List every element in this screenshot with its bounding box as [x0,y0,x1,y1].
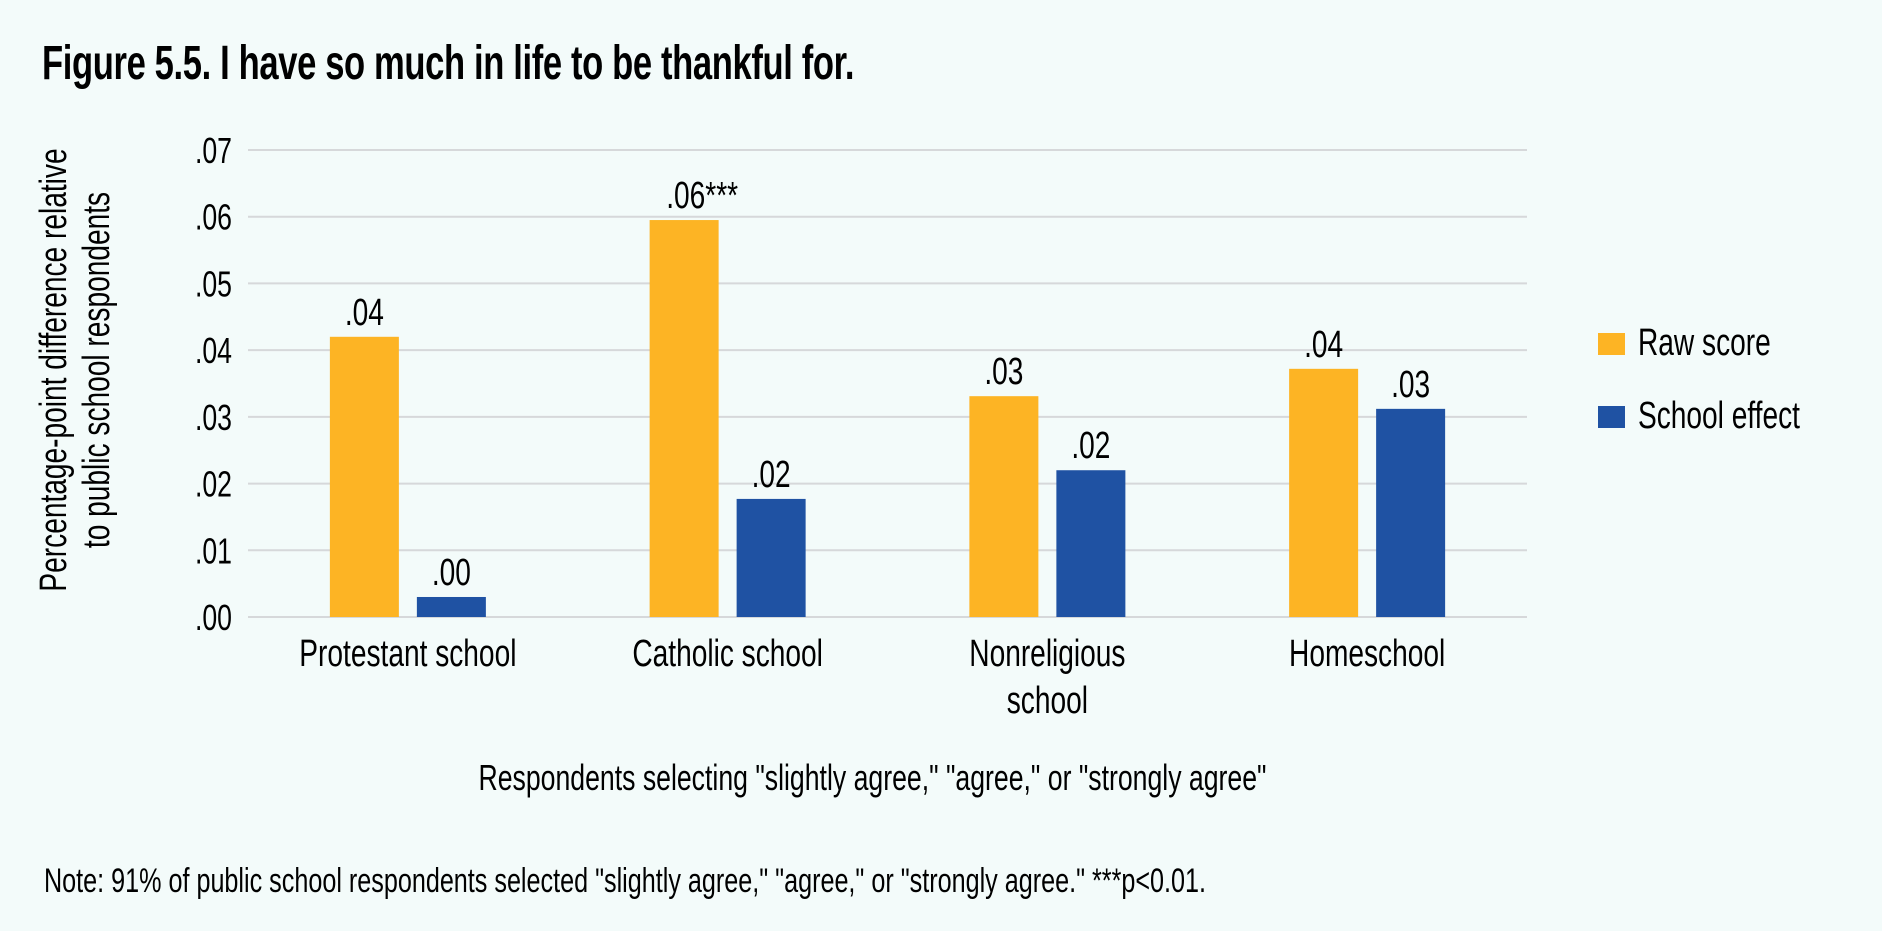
bar-data-label-group: .03 [984,351,1023,393]
x-axis-title: Respondents selecting "slightly agree," … [478,757,1266,798]
x-tick-label-group: Homeschool [1289,633,1445,675]
bar-data-label-group: .02 [752,454,791,496]
x-tick-label: Protestant school [299,633,516,675]
x-tick-label-group: school [1007,680,1088,722]
x-tick-label-group: Protestant school [299,633,516,675]
legend-label-group: Raw score [1638,322,1771,364]
bar-data-label: .02 [752,454,791,496]
bar-school-effect [1376,408,1446,617]
y-tick-label: .06 [195,197,232,238]
y-tick-label-group: .05 [195,263,232,304]
bar-data-label: .02 [1071,425,1110,467]
bar-data-label-group: .04 [1304,324,1343,366]
bar-data-label: .03 [1391,364,1430,406]
y-axis-title-line: Percentage-point difference relative [33,148,75,591]
y-axis-title-line: to public school respondents [76,192,118,548]
bar-data-label: .00 [432,552,471,594]
y-tick-label-group: .03 [195,397,232,438]
y-axis-title-line-group: Percentage-point difference relative [33,148,75,591]
x-tick-label: Catholic school [632,633,823,675]
bar-data-label-group: .04 [345,292,384,334]
y-axis-ticks: .00 .01 .02 .03 .04 .05 .06 .07 [195,130,232,638]
bar-data-label: .04 [1304,324,1343,366]
y-tick-label: .00 [195,597,232,638]
y-tick-label-group: .02 [195,464,232,505]
bar-data-label: .06*** [666,175,738,217]
legend-label: Raw score [1638,322,1771,364]
y-tick-label: .07 [195,130,232,171]
chart-title: Figure 5.5. I have so much in life to be… [42,37,855,90]
legend-label: School effect [1638,395,1801,437]
bar-data-labels: .04 .00 .06*** .02 .03 .02 .04 .03 [345,175,1430,594]
bar-school-effect [736,498,806,617]
y-tick-label: .01 [195,530,232,571]
bar-data-label-group: .00 [432,552,471,594]
x-tick-label: Homeschool [1289,633,1445,675]
bar-raw-score [969,396,1039,617]
legend-label-group: School effect [1638,395,1801,437]
y-tick-label-group: .04 [195,330,232,371]
x-tick-label: school [1007,680,1088,722]
bar-data-label-group: .03 [1391,364,1430,406]
y-tick-label-group: .00 [195,597,232,638]
legend-swatch [1598,406,1625,428]
bar-raw-score [329,336,399,617]
legend-swatch [1598,333,1625,355]
x-tick-label-group: Nonreligious [969,633,1125,675]
bar-school-effect [1056,470,1126,617]
y-tick-label: .05 [195,263,232,304]
y-tick-label: .04 [195,330,232,371]
bars [329,220,1446,618]
bar-data-label: .04 [345,292,384,334]
bar-data-label-group: .06*** [666,175,738,217]
legend: Raw score School effect [1598,322,1801,437]
x-axis-categories: Protestant school Catholic school Nonrelig… [299,633,1445,722]
y-tick-label: .02 [195,464,232,505]
chart-note: Note: 91% of public school respondents s… [44,862,1207,900]
bar-raw-score [1289,368,1359,617]
x-tick-label-group: Catholic school [632,633,823,675]
bar-school-effect [416,596,486,617]
y-tick-label-group: .06 [195,197,232,238]
y-tick-label-group: .01 [195,530,232,571]
y-axis-title-line-group: to public school respondents [76,192,118,548]
bar-data-label-group: .02 [1071,425,1110,467]
x-tick-label: Nonreligious [969,633,1125,675]
y-tick-label-group: .07 [195,130,232,171]
bar-data-label: .03 [984,351,1023,393]
y-axis-title: Percentage-point difference relative to p… [33,148,118,591]
y-tick-label: .03 [195,397,232,438]
bar-raw-score [649,220,719,618]
